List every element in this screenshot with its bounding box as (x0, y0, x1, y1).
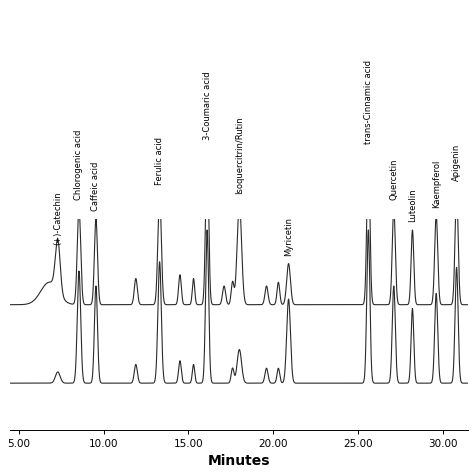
Text: Isoquercitrin/Rutin: Isoquercitrin/Rutin (235, 117, 244, 194)
Text: trans-Cinnamic acid: trans-Cinnamic acid (364, 60, 373, 144)
Text: Caffeic acid: Caffeic acid (91, 162, 100, 211)
Text: (+)-Catechin: (+)-Catechin (53, 191, 62, 245)
X-axis label: Minutes: Minutes (208, 455, 271, 468)
Text: Apigenin: Apigenin (452, 144, 461, 182)
Text: Chlorogenic acid: Chlorogenic acid (74, 130, 83, 200)
Text: Quercetin: Quercetin (389, 159, 398, 200)
Text: Myricetin: Myricetin (284, 217, 293, 256)
Text: 3-Coumaric acid: 3-Coumaric acid (202, 72, 211, 140)
Text: Luteolin: Luteolin (408, 189, 417, 222)
Text: Ferulic acid: Ferulic acid (155, 137, 164, 185)
Text: Kaempferol: Kaempferol (432, 159, 441, 208)
